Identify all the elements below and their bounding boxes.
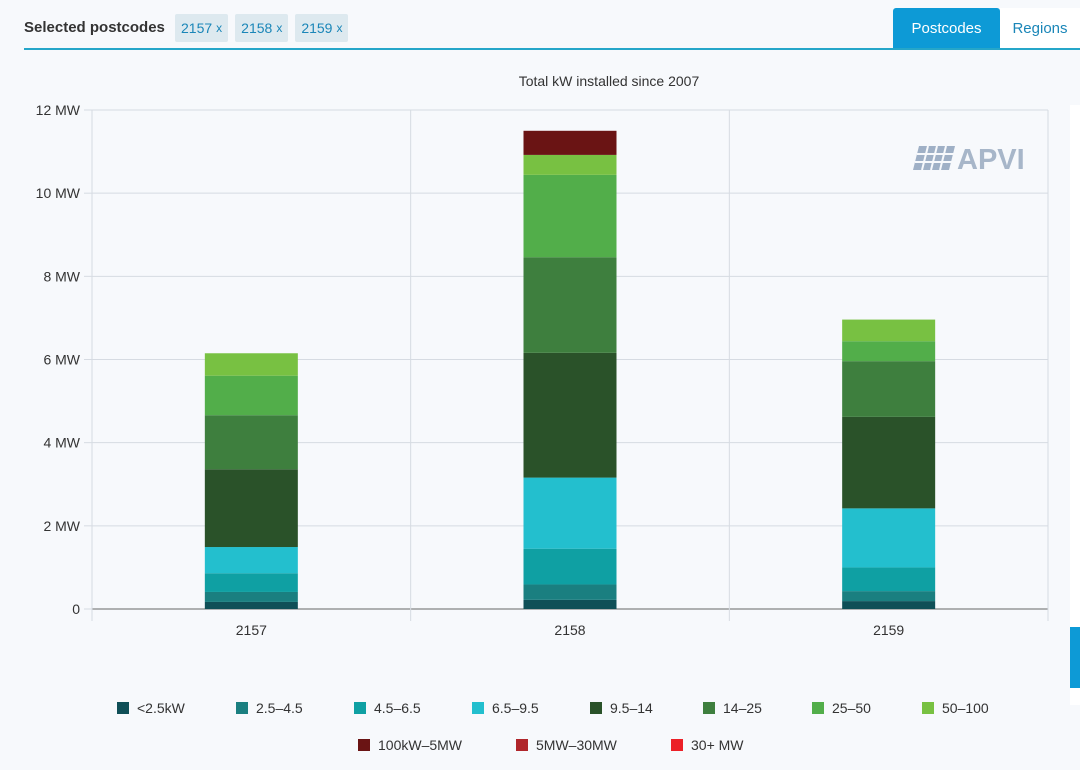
legend-swatch <box>590 702 602 714</box>
legend-label: 9.5–14 <box>610 700 653 716</box>
legend-item[interactable]: 50–100 <box>922 700 989 716</box>
bar-segment[interactable] <box>523 174 617 258</box>
legend-swatch <box>516 739 528 751</box>
legend-swatch <box>472 702 484 714</box>
y-tick-label: 2 MW <box>43 518 80 534</box>
bar-segment[interactable] <box>842 319 936 342</box>
bar-segment[interactable] <box>842 567 936 592</box>
bar-segment[interactable] <box>523 599 617 609</box>
y-tick-label: 12 MW <box>36 102 81 118</box>
bar-segment[interactable] <box>204 601 298 609</box>
legend-item[interactable]: 5MW–30MW <box>516 737 617 753</box>
bar-segment[interactable] <box>523 548 617 585</box>
legend-label: <2.5kW <box>137 700 185 716</box>
apvi-logo: APVI <box>913 144 1025 176</box>
chip-label: 2159 <box>301 20 333 36</box>
bar-segment[interactable] <box>204 353 298 376</box>
chip-label: 2158 <box>241 20 273 36</box>
postcode-chip-2159[interactable]: 2159 x <box>295 14 349 42</box>
legend-item[interactable]: 9.5–14 <box>590 700 653 716</box>
bar-segment[interactable] <box>204 573 298 592</box>
legend-label: 14–25 <box>723 700 762 716</box>
legend-label: 6.5–9.5 <box>492 700 539 716</box>
remove-chip-icon[interactable]: x <box>336 21 343 35</box>
bar-segment[interactable] <box>523 352 617 478</box>
x-tick-label: 2157 <box>236 622 267 638</box>
chip-label: 2157 <box>181 20 213 36</box>
legend-item[interactable]: 25–50 <box>812 700 871 716</box>
legend-swatch <box>812 702 824 714</box>
bar-segment[interactable] <box>204 415 298 470</box>
postcode-chip-2157[interactable]: 2157 x <box>175 14 229 42</box>
postcode-chips: 2157 x 2158 x 2159 x <box>175 14 349 42</box>
tab-postcodes[interactable]: Postcodes <box>893 8 1000 49</box>
bar-segment[interactable] <box>523 477 617 549</box>
top-bar: Selected postcodes 2157 x 2158 x 2159 x … <box>0 0 1080 50</box>
bar-segment[interactable] <box>204 591 298 602</box>
legend-swatch <box>354 702 366 714</box>
legend-label: 25–50 <box>832 700 871 716</box>
chart-container: Total kW installed since 2007 0 2 MW 4 MW 6… <box>0 60 1080 700</box>
x-tick-label: 2158 <box>554 622 585 638</box>
logo-text: APVI <box>957 144 1025 176</box>
bar-segment[interactable] <box>204 375 298 416</box>
bar-segment[interactable] <box>842 508 936 568</box>
x-tick-label: 2159 <box>873 622 904 638</box>
legend-item[interactable]: 6.5–9.5 <box>472 700 539 716</box>
scroll-track <box>1070 105 1080 705</box>
bar-segment[interactable] <box>204 469 298 548</box>
scroll-thumb[interactable] <box>1070 627 1080 688</box>
y-tick-label: 8 MW <box>43 268 80 284</box>
axes: 0 2 MW 4 MW 6 MW 8 MW 10 MW 12 MW 2157 2158 2159 <box>36 102 905 638</box>
bar-segment[interactable] <box>523 154 617 175</box>
legend-label: 50–100 <box>942 700 989 716</box>
legend-label: 5MW–30MW <box>536 737 617 753</box>
legend-label: 2.5–4.5 <box>256 700 303 716</box>
bar-segment[interactable] <box>842 361 936 417</box>
stacked-bar-chart: Total kW installed since 2007 0 2 MW 4 MW 6… <box>36 73 1049 638</box>
bar-segment[interactable] <box>842 591 936 602</box>
header-divider <box>24 48 1080 50</box>
tab-regions[interactable]: Regions <box>1000 8 1080 49</box>
bar-segment[interactable] <box>523 584 617 600</box>
remove-chip-icon[interactable]: x <box>216 21 223 35</box>
legend-swatch <box>236 702 248 714</box>
bar-segment[interactable] <box>842 416 936 509</box>
legend-item[interactable]: 14–25 <box>703 700 762 716</box>
y-tick-label: 4 MW <box>43 435 80 451</box>
y-tick-label: 6 MW <box>43 352 80 368</box>
legend-item[interactable]: 2.5–4.5 <box>236 700 303 716</box>
y-tick-label: 10 MW <box>36 185 81 201</box>
bar-segment[interactable] <box>204 547 298 574</box>
bar-segment[interactable] <box>523 130 617 155</box>
chart-title: Total kW installed since 2007 <box>519 73 700 89</box>
legend-item[interactable]: 4.5–6.5 <box>354 700 421 716</box>
legend-swatch <box>117 702 129 714</box>
remove-chip-icon[interactable]: x <box>276 21 283 35</box>
postcode-chip-2158[interactable]: 2158 x <box>235 14 289 42</box>
legend-swatch <box>358 739 370 751</box>
legend-swatch <box>671 739 683 751</box>
legend-item[interactable]: <2.5kW <box>117 700 185 716</box>
legend-label: 30+ MW <box>691 737 744 753</box>
legend-label: 4.5–6.5 <box>374 700 421 716</box>
legend-item[interactable]: 100kW–5MW <box>358 737 462 753</box>
bar-segment[interactable] <box>523 257 617 353</box>
legend-item[interactable]: 30+ MW <box>671 737 744 753</box>
bar-segment[interactable] <box>842 341 936 362</box>
legend-swatch <box>922 702 934 714</box>
bars <box>204 130 936 609</box>
legend-swatch <box>703 702 715 714</box>
bar-segment[interactable] <box>842 601 936 609</box>
selected-postcodes-label: Selected postcodes <box>24 19 165 36</box>
legend-label: 100kW–5MW <box>378 737 463 753</box>
y-tick-label: 0 <box>72 601 80 617</box>
